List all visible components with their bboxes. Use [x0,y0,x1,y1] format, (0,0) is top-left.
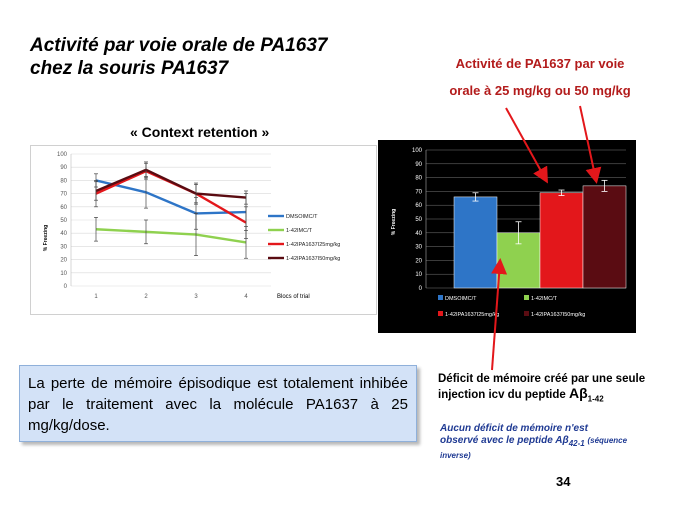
line-chart: 0 10 20 30 40 50 60 70 80 90 100 1 2 3 4 DMSOIMC/T 1-4… [43,152,340,300]
arrow-to-50mg-bar [579,105,602,184]
noloss-line1: Aucun déficit de mémoire n'est [440,423,588,434]
line-y-tick-label: 40 [60,231,67,237]
line-y-tick-label: 100 [57,152,68,158]
deficit-line2: injection icv du peptide Aβ1-42 [438,386,688,406]
bar-legend-swatch [438,295,443,300]
line-y-tick-label: 30 [60,244,67,250]
slide-title-line1: Activité par voie orale de PA1637 [30,35,328,56]
bar-legend-label: DMSOIMC/T [445,296,477,302]
line-chart-panel: 0 10 20 30 40 50 60 70 80 90 100 1 2 3 4 DMSOIMC/T 1-4… [30,145,377,315]
arrow-to-25mg-bar [505,107,548,184]
line-x-tick-label: 3 [194,294,198,300]
slide-title: Activité par voie orale de PA1637 chez l… [30,34,327,80]
bar-legend-label: 1-42IMC/T [531,296,558,302]
deficit-line2-prefix: injection icv du peptide [438,389,569,401]
arrow-to-ab-bar [491,258,508,371]
line-legend-label: DMSOIMC/T [286,214,318,220]
line-legend-label: 1-42IPA1637I25mg/kg [286,242,340,248]
bar-y-tick-label: 70 [415,189,422,195]
bar-y-tick-label: 20 [415,258,422,264]
deficit-note: Déficit de mémoire créé par une seule in… [438,372,688,406]
noloss-note: (séquence [587,436,628,445]
line-x-tick-label: 2 [144,294,148,300]
line-chart-xlabel: Blocs of trial [277,294,310,300]
deficit-peptide: Aβ [569,385,588,401]
line-x-tick-label: 4 [244,294,248,300]
context-retention-label: « Context retention » [130,124,270,140]
noloss-peptide: Aβ [555,435,569,446]
bar-legend-swatch [524,295,529,300]
bar-y-tick-label: 10 [415,272,422,278]
bar-legend-label: 1-42IPA1637I50mg/kg [531,312,585,318]
slide-title-line2: chez la souris PA1637 [30,58,229,79]
bar-y-tick-label: 80 [415,176,422,182]
oral-activity-callout: Activité de PA1637 par voie orale à 25 m… [420,50,660,104]
bar-y-tick-label: 40 [415,231,422,237]
summary-box: La perte de mémoire épisodique est total… [19,365,417,442]
noloss-line2-prefix: observé avec le peptide [440,435,556,446]
bar-legend-swatch [438,311,443,316]
bar-y-tick-label: 60 [415,203,422,209]
line-series-path [95,179,247,215]
line-y-tick-label: 70 [60,192,67,198]
line-x-tick-label: 1 [94,294,98,300]
noloss-line2: observé avec le peptide Aβ42-1 (séquence [440,435,680,450]
bar-rect [453,196,498,289]
bar-rect [539,192,584,289]
noloss-peptide-sub: 42-1 [568,439,585,448]
line-y-tick-label: 10 [60,271,67,277]
line-series-path [95,228,247,244]
bar-y-tick-label: 100 [412,148,423,154]
bar-y-tick-label: 50 [415,217,422,223]
bar-y-tick-label: 90 [415,162,422,168]
bar-y-tick-label: 30 [415,245,422,251]
line-y-tick-label: 80 [60,178,67,184]
bar-legend-label: 1-42IPA1637I25mg/kg [445,312,499,318]
deficit-peptide-sub: 1-42 [587,394,604,404]
line-series-path [95,168,247,199]
bar-chart-ylabel: % Freezing [391,209,397,235]
line-legend-label: 1-42IMC/T [286,228,313,234]
line-y-tick-label: 60 [60,205,67,211]
callout-line2: orale à 25 mg/kg ou 50 mg/kg [449,83,631,98]
line-y-tick-label: 20 [60,258,67,264]
callout-line1: Activité de PA1637 par voie [455,56,625,71]
noloss-note2: inverse) [440,451,471,460]
bar-y-tick-label: 0 [419,286,423,292]
line-chart-ylabel: % Freezing [43,225,49,251]
reverse-peptide-note: Aucun déficit de mémoire n'est observé a… [440,423,680,462]
deficit-line1: Déficit de mémoire créé par une seule [438,373,646,385]
line-y-tick-label: 90 [60,165,67,171]
page-number: 34 [556,474,571,489]
line-y-tick-label: 50 [60,218,67,224]
line-legend-label: 1-42IPA1637I50mg/kg [286,256,340,262]
bar-legend-swatch [524,311,529,316]
bar-rect [582,185,627,289]
line-y-tick-label: 0 [64,284,68,290]
